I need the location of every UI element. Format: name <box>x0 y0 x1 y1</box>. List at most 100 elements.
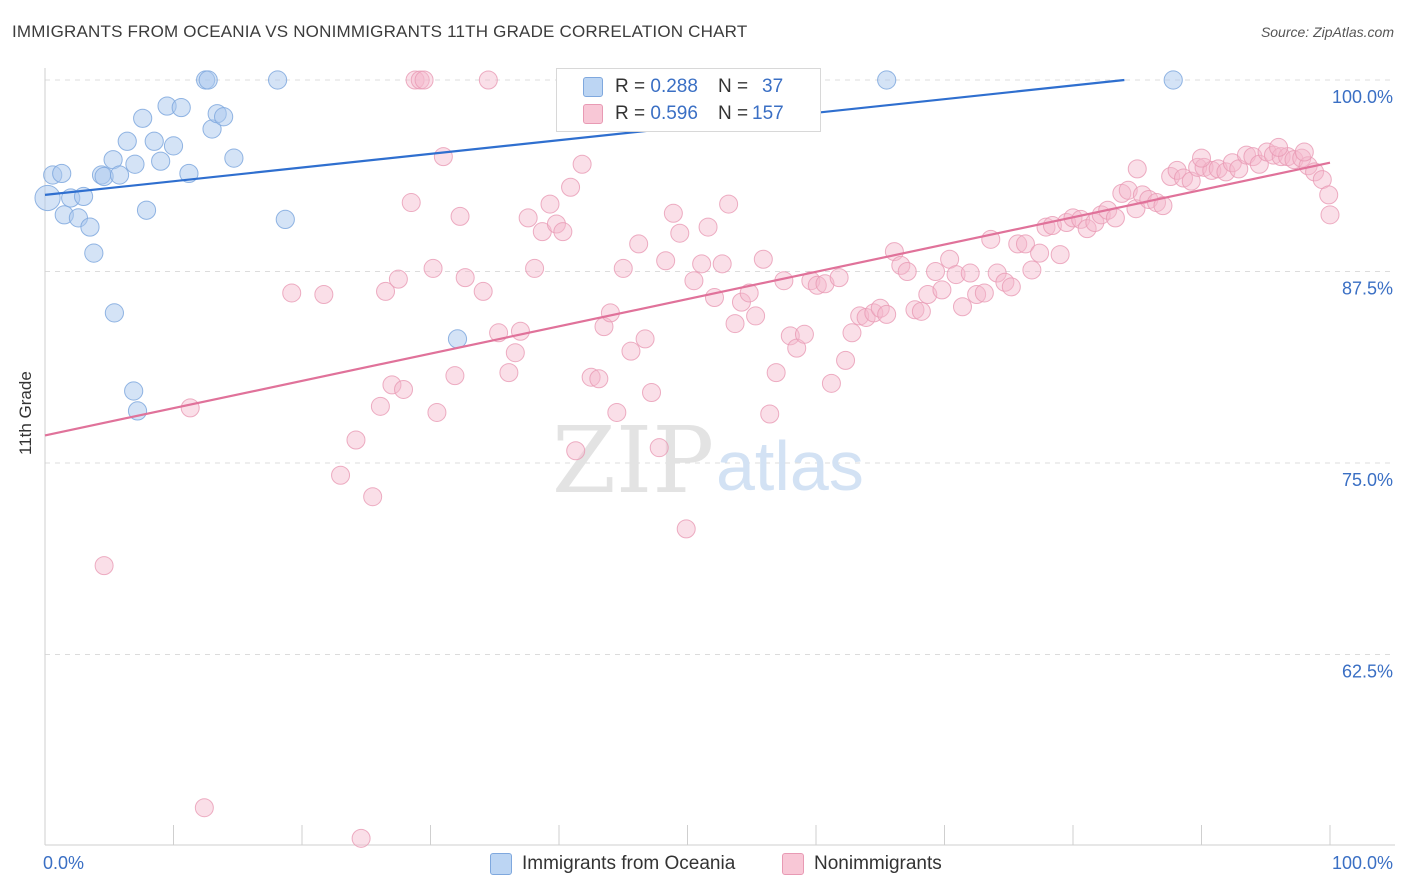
nonimmigrants-point <box>725 314 745 334</box>
oceania-point <box>52 163 72 184</box>
nonimmigrants-point <box>394 379 414 399</box>
oceania-point <box>214 107 234 127</box>
oceania-point <box>171 97 191 118</box>
oceania-point <box>151 151 171 171</box>
watermark-zip: ZIP <box>552 407 714 514</box>
nonimmigrants-point <box>1249 154 1269 174</box>
nonimmigrants-point <box>589 369 609 389</box>
y-axis-label: 11th Grade <box>16 371 35 455</box>
nonimmigrants-point <box>926 262 946 281</box>
nonimmigrants-point <box>282 283 302 303</box>
oceania-point <box>144 131 164 151</box>
nonimmigrants-point <box>414 70 434 90</box>
nonimmigrants-point <box>433 147 453 167</box>
oceania-point <box>117 131 137 151</box>
x-tick-label: 100.0% <box>1332 853 1393 873</box>
nonimmigrants-point <box>1320 205 1340 225</box>
nonimmigrants-point <box>850 306 870 326</box>
bottom-legend-swatch-oceania <box>490 853 512 875</box>
nonimmigrants-point <box>1174 168 1194 188</box>
y-tick-label: 75.0% <box>1342 470 1393 490</box>
nonimmigrants-point <box>423 258 443 278</box>
nonimmigrants-point <box>946 265 966 285</box>
nonimmigrants-point <box>473 281 493 301</box>
nonimmigrants-point <box>1077 219 1097 239</box>
bottom-legend-label-nonimmigrants: Nonimmigrants <box>814 853 942 874</box>
nonimmigrants-point <box>505 343 525 363</box>
axes <box>44 68 1395 846</box>
nonimmigrants-point <box>1294 142 1314 162</box>
nonimmigrants-point <box>525 258 545 278</box>
nonimmigrants-point <box>427 402 447 422</box>
nonimmigrants-point <box>676 519 696 539</box>
nonimmigrants-point <box>712 254 732 274</box>
nonimmigrants-point <box>314 284 334 304</box>
y-tick-labels: 100.0% 87.5% 75.0% 62.5% <box>1332 87 1393 682</box>
oceania-trend-line <box>44 78 1125 196</box>
bottom-legend-swatch-nonimmigrants <box>782 853 804 875</box>
watermark-atlas: atlas <box>716 427 864 505</box>
nonimmigrants-point <box>821 373 841 393</box>
nonimmigrants-point <box>794 324 814 344</box>
oceania-point <box>133 108 153 128</box>
nonimmigrants-point <box>1202 160 1222 180</box>
nonimmigrants-point <box>692 254 712 274</box>
nonimmigrants-point <box>572 154 592 174</box>
legend-n-value-oceania: 37 <box>762 76 784 97</box>
nonimmigrants-point <box>719 194 739 214</box>
nonimmigrants-point <box>499 363 519 383</box>
nonimmigrants-point <box>1216 162 1236 182</box>
nonimmigrants-point <box>656 251 676 271</box>
oceania-point <box>1163 70 1183 90</box>
nonimmigrants-point <box>952 297 972 317</box>
nonimmigrants-point <box>1194 157 1214 177</box>
legend-r-value-nonimmigrants: 0.596 <box>650 103 698 124</box>
nonimmigrants-point <box>642 383 662 403</box>
oceania-point <box>104 303 124 323</box>
legend-n-label: N = <box>717 76 749 97</box>
oceania-point <box>275 209 295 230</box>
nonimmigrants-point <box>670 223 690 243</box>
oceania-point <box>124 381 144 401</box>
nonimmigrants-point <box>450 206 470 226</box>
oceania-point <box>163 136 184 156</box>
nonimmigrants-point <box>1030 243 1050 263</box>
oceania-point <box>109 165 130 185</box>
nonimmigrants-point <box>1118 180 1138 200</box>
nonimmigrants-point <box>370 396 390 416</box>
nonimmigrants-point <box>1269 137 1289 157</box>
nonimmigrants-point <box>911 301 931 321</box>
nonimmigrants-point <box>351 828 371 848</box>
nonimmigrants-point <box>649 438 669 458</box>
nonimmigrants-point <box>455 268 475 288</box>
bottom-legend-nonimmigrants: Nonimmigrants <box>782 852 942 876</box>
nonimmigrants-point <box>684 271 704 291</box>
nonimmigrants-point <box>363 487 383 507</box>
nonimmigrants-point <box>905 300 925 320</box>
oceania-point <box>125 154 145 174</box>
nonimmigrants-point <box>581 367 601 387</box>
bottom-legend-oceania: Immigrants from Oceania <box>490 852 735 876</box>
nonimmigrants-point <box>1243 147 1263 167</box>
nonimmigrants-point <box>478 70 498 90</box>
bottom-legend-label-oceania: Immigrants from Oceania <box>522 853 736 874</box>
nonimmigrants-point <box>1001 277 1021 297</box>
nonimmigrants-point <box>1105 208 1125 228</box>
legend-n-value-nonimmigrants: 157 <box>752 103 784 124</box>
nonimmigrants-point <box>932 280 952 300</box>
legend-row-nonimmigrants: R = 0.596 N = 157 <box>583 101 784 127</box>
oceania-point <box>267 70 288 90</box>
nonimmigrants-point <box>753 249 773 269</box>
nonimmigrants-point <box>629 234 649 254</box>
nonimmigrants-point <box>635 329 655 349</box>
legend-swatch-oceania <box>583 77 603 97</box>
nonimmigrants-point <box>1127 159 1147 179</box>
legend-r-value-oceania: 0.288 <box>650 76 698 97</box>
stats-legend: R = 0.288 N = 37 R = 0.596 N = 157 <box>556 68 821 132</box>
nonimmigrants-point <box>974 283 994 303</box>
watermark: ZIP atlas <box>552 407 864 514</box>
nonimmigrants-point <box>1050 245 1070 265</box>
y-tick-label: 87.5% <box>1342 279 1393 299</box>
nonimmigrants-point <box>918 284 938 304</box>
